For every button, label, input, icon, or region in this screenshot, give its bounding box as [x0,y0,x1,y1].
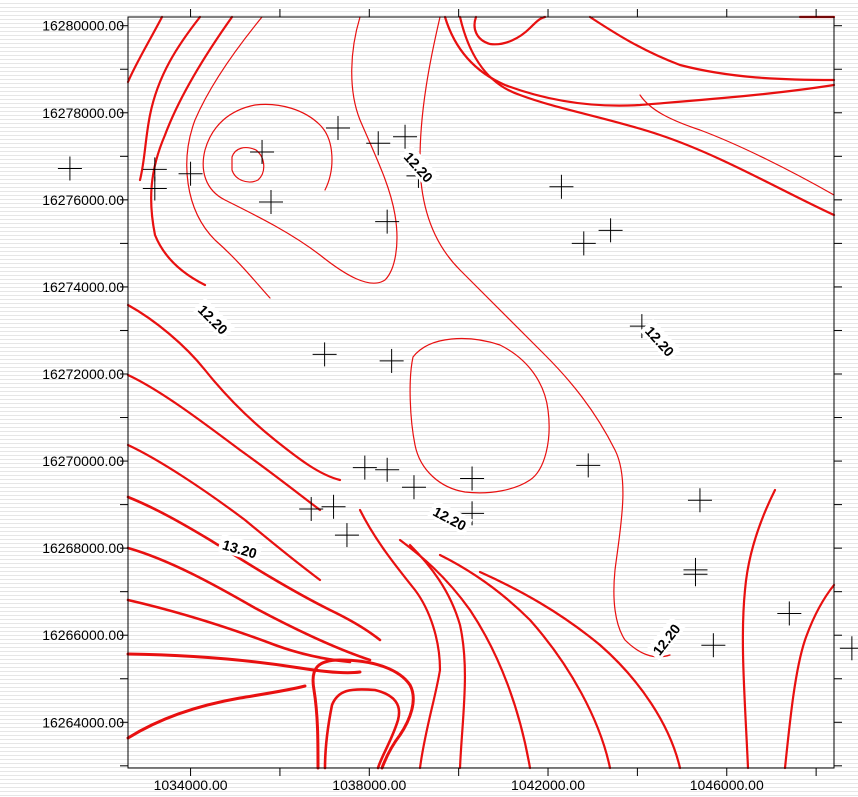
contour-line-31 [639,94,835,196]
contour-line-17 [398,538,532,770]
sample-point-26 [701,633,726,658]
sample-point-20 [460,466,485,491]
contour-label-1: 12.20 [192,297,235,341]
contour-line-6 [126,373,322,512]
contour-line-19 [478,570,682,770]
sample-point-3 [178,161,203,186]
sample-point-27 [777,601,802,626]
x-tick-label-3: 1046000.00 [690,777,764,793]
contour-line-26 [202,16,398,284]
contour-label-5: 12.20 [645,616,686,662]
sample-point-28 [839,636,858,661]
contour-line-15 [358,508,442,770]
contour-line-30 [588,15,836,82]
x-tick-label-0: 1034000.00 [154,777,228,793]
sample-point-29 [299,496,324,521]
contour-line-13 [311,658,415,770]
contour-line-5 [126,303,342,482]
sample-point-12 [571,231,596,256]
sample-point-25 [683,562,708,587]
plot-frame [127,16,835,769]
y-tick-label-2: 16276000.00 [42,192,124,208]
y-tick-label-8: 16264000.00 [42,714,124,730]
y-tick-label-0: 16280000.00 [42,18,124,34]
contour-line-29 [473,15,547,46]
contour-line-27 [231,147,265,183]
contour-line-25 [419,16,671,658]
contour-line-10 [126,598,352,664]
sample-point-18 [375,457,400,482]
sample-point-31 [334,523,359,548]
y-tick-label-5: 16270000.00 [42,453,124,469]
contour-line-28 [409,337,550,494]
sample-point-2 [142,176,167,201]
contour-line-9 [126,546,372,662]
contour-label-3: 12.20 [427,499,473,536]
contour-line-3 [150,15,234,287]
contour-line-1 [126,15,164,84]
sample-point-15 [312,342,337,367]
contour-line-2 [138,15,202,182]
y-tick-label-6: 16268000.00 [42,540,124,556]
x-tick-label-2: 1042000.00 [511,777,585,793]
contour-line-20 [741,488,777,770]
contour-label-0: 12.20 [398,144,440,189]
sample-point-17 [352,455,377,480]
contour-line-16 [408,543,467,770]
sample-point-19 [401,475,426,500]
axis-tick-labels: 1034000.00 1038000.00 1042000.00 1046000.00… [42,18,764,793]
contour-line-7 [126,443,322,582]
contour-line-11 [126,652,362,675]
sample-point-13 [598,218,623,243]
contour-line-14 [323,688,401,770]
y-tick-label-1: 16278000.00 [42,105,124,121]
contour-line-18 [438,553,612,770]
contour-line-23 [443,15,836,107]
sample-point-16 [379,348,404,373]
sample-point-4 [250,139,275,164]
sample-point-30 [321,494,346,519]
contour-label-2: 12.20 [639,319,682,363]
sample-point-5 [258,190,283,215]
sample-point-10 [375,209,400,234]
contour-line-12 [126,684,307,740]
y-tick-label-7: 16266000.00 [42,627,124,643]
contour-line-8 [126,495,382,642]
x-tick-label-1: 1038000.00 [332,777,406,793]
sample-point-6 [326,116,351,141]
y-tick-label-3: 16274000.00 [42,279,124,295]
contour-lines-group [126,15,836,770]
contour-line-4 [186,16,271,299]
sample-point-23 [687,488,712,513]
sample-point-11 [549,174,574,199]
y-tick-label-4: 16272000.00 [42,366,124,382]
contour-line-21 [783,583,836,770]
axis-ticks [120,9,842,776]
sample-point-7 [366,131,391,156]
sample-point-0 [57,156,82,181]
sample-point-21 [460,501,485,526]
contour-line-24 [458,15,836,217]
sample-points [57,116,858,661]
sample-point-8 [393,124,418,149]
sample-point-22 [576,453,601,478]
